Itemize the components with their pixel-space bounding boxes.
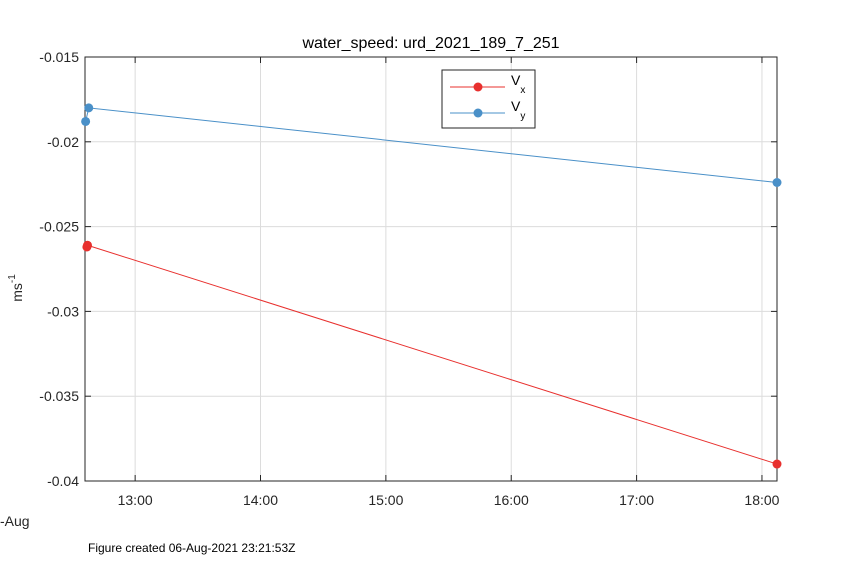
x-tick-label: 14:00 [243,492,278,508]
y-axis-label-base: ms [9,283,25,302]
series-line-y [85,107,778,184]
legend-marker-vy [473,108,483,118]
y-tick-label: -0.03 [47,303,79,319]
legend-label-vx: Vx [511,72,525,96]
y-tick-label: -0.02 [47,134,79,150]
y-axis-label: ms-1 [7,274,25,302]
figure-footer: Figure created 06-Aug-2021 23:21:53Z [88,541,296,555]
date-label: -Aug [0,513,30,529]
y-tick-label: -0.035 [39,388,79,404]
legend-label-vx-subscript: x [520,85,525,96]
x-tick-label: 18:00 [744,492,779,508]
legend-label-vy-name: V [511,98,521,114]
chart-title: water_speed: urd_2021_189_7_251 [301,35,559,52]
y-tick-label: -0.04 [47,473,79,489]
series-layer [81,103,782,469]
y-tick-label: -0.015 [39,49,79,65]
data-point-x [83,240,93,250]
data-point-x [772,459,782,469]
y-axis-ticks: -0.015 -0.02 -0.025 -0.03 -0.035 -0.04 [39,49,777,489]
data-point-y [84,103,94,113]
x-axis-ticks: 13:00 14:00 15:00 16:00 17:00 18:00 [118,57,780,508]
legend: Vx Vy [441,69,536,129]
x-tick-label: 15:00 [368,492,403,508]
x-tick-label: 16:00 [494,492,529,508]
legend-label-vy: Vy [511,98,525,122]
legend-label-vy-subscript: y [520,111,525,122]
y-axis-label-superscript: -1 [7,274,18,283]
data-point-y [772,178,782,188]
x-tick-label: 13:00 [118,492,153,508]
legend-box [441,69,536,129]
plot-area [84,56,778,482]
x-tick-label: 17:00 [619,492,654,508]
grid [85,56,777,482]
y-tick-label: -0.025 [39,219,79,235]
legend-label-vx-name: V [511,72,521,88]
data-point-y [81,116,91,126]
series-line-x [86,244,778,465]
legend-marker-vx [473,82,483,92]
